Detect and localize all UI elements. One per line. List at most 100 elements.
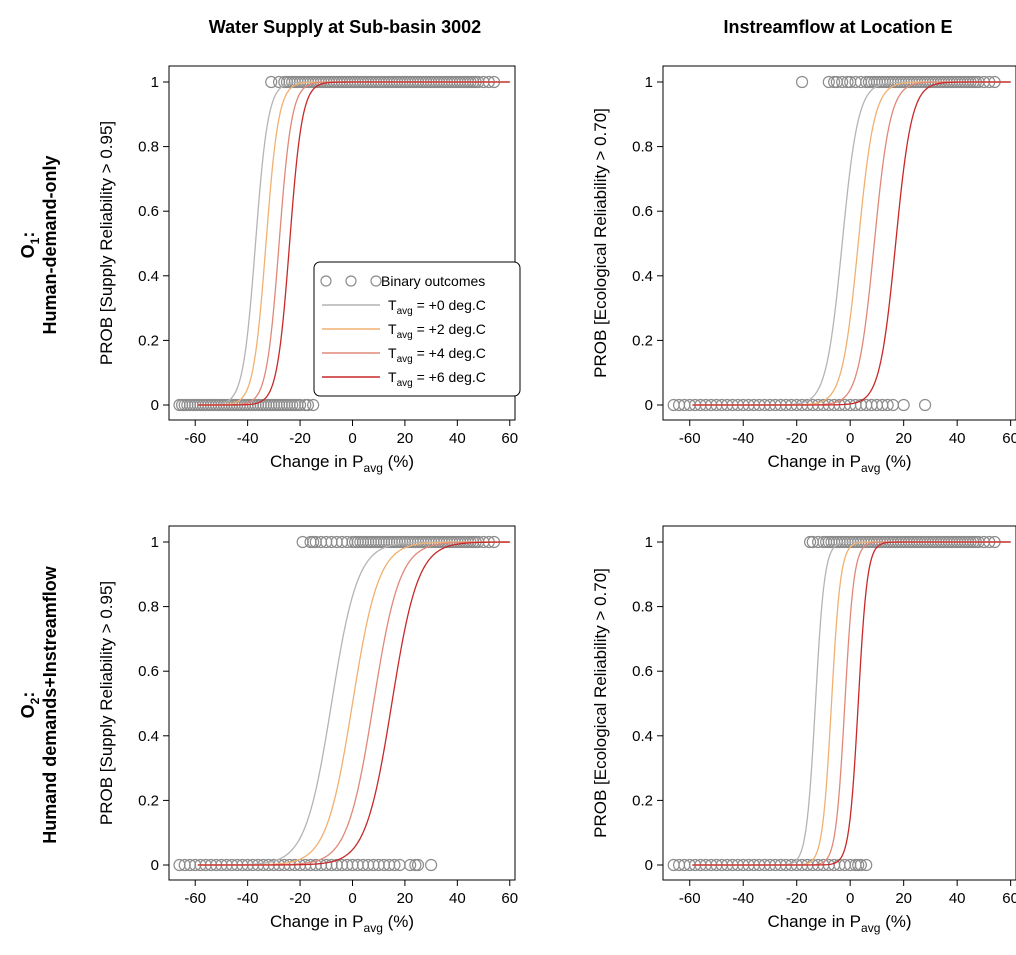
x-tick-label: 0 bbox=[348, 890, 356, 907]
x-tick-label: 20 bbox=[895, 430, 912, 447]
outcome-point-zero bbox=[388, 858, 401, 872]
y-axis-label: PROB [Supply Reliability > 0.95] bbox=[97, 121, 116, 365]
y-tick-label: 1 bbox=[151, 534, 159, 551]
y-tick-label: 0.2 bbox=[138, 792, 159, 809]
legend-label: Binary outcomes bbox=[381, 273, 485, 289]
panel-2: 0 0.2 0.4 0.6 0.8 1 -60 -40 -20 0 20 40 60 Change in … bbox=[591, 65, 1016, 475]
row-label-prefix: O bbox=[18, 704, 38, 718]
logistic-curve-t6 bbox=[197, 81, 510, 406]
y-tick-label: 0.4 bbox=[632, 728, 653, 745]
x-axis-label-subscript: avg bbox=[364, 461, 383, 475]
y-tick-label: 1 bbox=[645, 534, 653, 551]
x-axis-label: Change in Pavg (%) bbox=[767, 452, 911, 475]
plot-area bbox=[173, 535, 510, 872]
logistic-curve-t6 bbox=[692, 81, 1011, 406]
legend-label-var: T bbox=[388, 369, 397, 385]
logistic-curve-t6 bbox=[692, 541, 1011, 866]
x-tick-label: 0 bbox=[846, 430, 854, 447]
plot-frame bbox=[662, 525, 1016, 881]
legend-point-marker bbox=[345, 275, 357, 287]
outcome-point-zero bbox=[897, 398, 910, 412]
logistic-curve-t0 bbox=[197, 541, 510, 866]
x-tick-label: -20 bbox=[289, 430, 311, 447]
panel-4: 0 0.2 0.4 0.6 0.8 1 -60 -40 -20 0 20 40 60 Change in … bbox=[591, 525, 1016, 935]
outcome-point-zero bbox=[293, 398, 307, 412]
legend-point-marker bbox=[320, 275, 332, 287]
x-axis-label-unit: (%) bbox=[383, 452, 414, 471]
y-tick-label: 0.2 bbox=[632, 332, 653, 349]
x-tick-label: -60 bbox=[679, 430, 701, 447]
logistic-curve-t4 bbox=[692, 541, 1011, 866]
plot-area bbox=[667, 535, 1011, 872]
x-axis-label-text: Change in P bbox=[767, 452, 861, 471]
legend-label-subscript: avg bbox=[397, 306, 413, 317]
x-tick-label: 20 bbox=[895, 890, 912, 907]
x-axis-label-subscript: avg bbox=[364, 921, 383, 935]
x-axis-label: Change in Pavg (%) bbox=[270, 452, 414, 475]
y-tick-label: 0.8 bbox=[138, 139, 159, 156]
y-tick-label: 0 bbox=[645, 857, 653, 874]
x-tick-label: 60 bbox=[501, 890, 518, 907]
y-tick-label: 0.8 bbox=[138, 599, 159, 616]
x-tick-label: 0 bbox=[846, 890, 854, 907]
legend-label: Tavg = +4 deg.C bbox=[388, 345, 486, 365]
y-tick-label: 0 bbox=[645, 397, 653, 414]
legend-label-value: = +4 deg.C bbox=[413, 345, 486, 361]
y-tick-label: 0.4 bbox=[138, 728, 159, 745]
x-tick-label: -60 bbox=[184, 890, 206, 907]
legend-label: Tavg = +0 deg.C bbox=[388, 297, 486, 317]
x-axis-label: Change in Pavg (%) bbox=[270, 912, 414, 935]
panel-3: 0 0.2 0.4 0.6 0.8 1 -60 -40 -20 0 20 40 60 Change in … bbox=[97, 525, 518, 935]
outcome-point-one bbox=[265, 75, 278, 89]
y-tick-label: 0.6 bbox=[632, 203, 653, 220]
x-axis-label-unit: (%) bbox=[880, 912, 911, 931]
logistic-curve-t2 bbox=[692, 541, 1011, 866]
y-tick-label: 0 bbox=[151, 857, 159, 874]
row-label-text: Human-demand-only bbox=[40, 155, 60, 334]
x-tick-label: -20 bbox=[289, 890, 311, 907]
x-tick-label: 40 bbox=[449, 430, 466, 447]
row-label-1: O1: Human-demand-only bbox=[18, 155, 60, 334]
y-tick-label: 0.8 bbox=[632, 599, 653, 616]
outcome-point-zero bbox=[854, 858, 867, 872]
row-label-text: Humand demands+Instreamflow bbox=[40, 565, 60, 844]
y-tick-label: 0.2 bbox=[138, 332, 159, 349]
row-label-subscript: 2 bbox=[28, 697, 42, 704]
logistic-curve-t6 bbox=[197, 541, 510, 866]
x-tick-label: 40 bbox=[949, 430, 966, 447]
x-tick-label: 60 bbox=[501, 430, 518, 447]
legend-label-var: T bbox=[388, 345, 397, 361]
legend-label: Tavg = +2 deg.C bbox=[388, 321, 486, 341]
x-tick-label: 40 bbox=[949, 890, 966, 907]
legend-label-var: T bbox=[388, 297, 397, 313]
outcome-point-one bbox=[828, 75, 841, 89]
legend-label-var: T bbox=[388, 321, 397, 337]
outcome-point-one bbox=[836, 75, 849, 89]
y-tick-label: 0.6 bbox=[138, 203, 159, 220]
legend-label-subscript: avg bbox=[397, 378, 413, 389]
legend-label-value: = +6 deg.C bbox=[413, 369, 486, 385]
x-axis-label-text: Change in P bbox=[270, 912, 364, 931]
x-tick-label: 0 bbox=[348, 430, 356, 447]
x-tick-label: 40 bbox=[449, 890, 466, 907]
legend-box bbox=[313, 261, 521, 397]
outcome-point-one bbox=[822, 75, 835, 89]
outcome-point-zero bbox=[307, 398, 320, 412]
y-tick-label: 0.2 bbox=[632, 792, 653, 809]
row-label-code: O1: bbox=[18, 232, 42, 259]
legend-label-value: = +2 deg.C bbox=[413, 321, 486, 337]
plot-frame bbox=[168, 525, 516, 881]
row-label-suffix: : bbox=[18, 692, 38, 698]
x-axis-label-unit: (%) bbox=[880, 452, 911, 471]
column-title-instreamflow: Instreamflow at Location E bbox=[723, 17, 952, 37]
row-label-2: O2: Humand demands+Instreamflow bbox=[18, 565, 60, 844]
y-tick-label: 0.4 bbox=[138, 268, 159, 285]
column-title-water-supply: Water Supply at Sub-basin 3002 bbox=[209, 17, 481, 37]
y-tick-label: 1 bbox=[151, 74, 159, 91]
x-axis-label: Change in Pavg (%) bbox=[767, 912, 911, 935]
outcome-point-zero bbox=[301, 398, 315, 412]
row-label-prefix: O bbox=[18, 244, 38, 258]
row-label-code: O2: bbox=[18, 692, 42, 719]
legend-label: Tavg = +6 deg.C bbox=[388, 369, 486, 389]
